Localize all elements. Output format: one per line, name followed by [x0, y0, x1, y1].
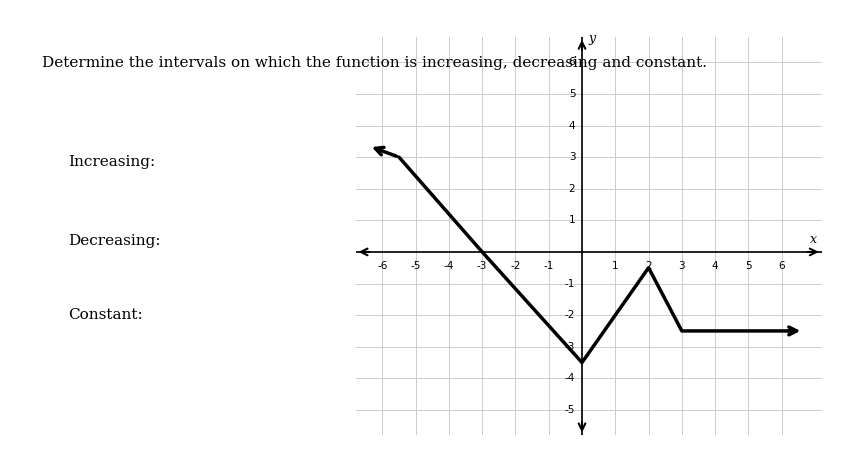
Text: -2: -2: [565, 310, 575, 320]
Text: -1: -1: [565, 279, 575, 288]
Text: -6: -6: [377, 262, 388, 271]
Text: -5: -5: [565, 405, 575, 415]
Text: -4: -4: [565, 373, 575, 383]
Text: 2: 2: [568, 184, 575, 194]
Text: 1: 1: [612, 262, 618, 271]
Text: 1: 1: [568, 215, 575, 225]
Text: -4: -4: [444, 262, 454, 271]
Text: -5: -5: [411, 262, 421, 271]
Text: -2: -2: [510, 262, 521, 271]
Text: 3: 3: [568, 152, 575, 162]
Text: Constant:: Constant:: [68, 308, 142, 322]
Text: 4: 4: [568, 120, 575, 131]
Text: 4: 4: [711, 262, 718, 271]
Text: 5: 5: [745, 262, 751, 271]
Text: -3: -3: [565, 342, 575, 352]
Text: -3: -3: [477, 262, 487, 271]
Text: 6: 6: [568, 57, 575, 67]
Text: 3: 3: [678, 262, 685, 271]
Text: 6: 6: [778, 262, 785, 271]
Text: Increasing:: Increasing:: [68, 155, 155, 169]
Text: 2: 2: [645, 262, 652, 271]
Text: x: x: [810, 233, 817, 246]
Text: Decreasing:: Decreasing:: [68, 234, 160, 248]
Text: 5: 5: [568, 89, 575, 99]
Text: -1: -1: [544, 262, 554, 271]
Text: Determine the intervals on which the function is increasing, decreasing and cons: Determine the intervals on which the fun…: [42, 56, 707, 69]
Text: y: y: [588, 32, 595, 45]
